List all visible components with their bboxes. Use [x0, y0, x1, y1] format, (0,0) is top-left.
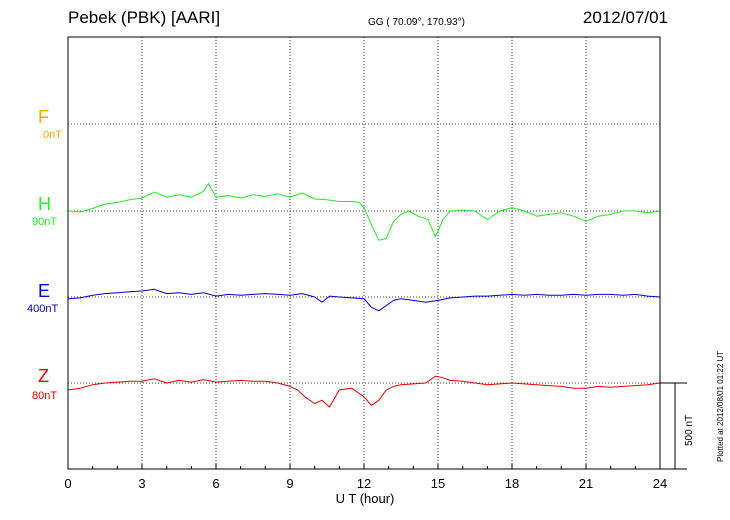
x-tick-label: 12 — [357, 476, 371, 491]
channel-label-z: Z — [38, 366, 49, 386]
series-line-h — [67, 183, 661, 241]
scale-bar-label: 500 nT — [684, 415, 695, 446]
x-tick-label: 0 — [64, 476, 71, 491]
channel-scale-e: 400nT — [27, 303, 59, 315]
plotted-timestamp: Plotted at 2012/08/01 01:22 UT — [716, 350, 725, 462]
series-layer — [67, 183, 661, 408]
date-label: 2012/07/01 — [582, 8, 668, 27]
channel-scale-f: 0nT — [43, 129, 62, 141]
x-tick-label: 6 — [212, 476, 219, 491]
x-tick-label: 3 — [138, 476, 145, 491]
scale-bar: 500 nT — [660, 382, 695, 470]
channel-label-f: F — [38, 107, 49, 127]
x-axis-ticks: 0 3 6 9 12 15 18 21 24 — [64, 464, 667, 491]
x-tick-label: 21 — [579, 476, 593, 491]
x-tick-label: 9 — [286, 476, 293, 491]
channel-scale-z: 80nT — [32, 390, 58, 402]
geographic-coordinates: GG ( 70.09°, 170.93°) — [368, 17, 465, 28]
channel-label-h: H — [38, 194, 51, 214]
x-axis-title: U T (hour) — [335, 491, 395, 506]
x-tick-label: 24 — [653, 476, 667, 491]
channel-scale-h: 90nT — [32, 216, 58, 228]
series-line-e — [67, 288, 661, 312]
series-line-z — [67, 375, 661, 408]
grid-lines — [68, 37, 660, 469]
station-title: Pebek (PBK) [AARI] — [68, 8, 221, 27]
x-tick-label: 15 — [431, 476, 445, 491]
x-tick-label: 18 — [505, 476, 519, 491]
channel-label-e: E — [38, 281, 51, 301]
